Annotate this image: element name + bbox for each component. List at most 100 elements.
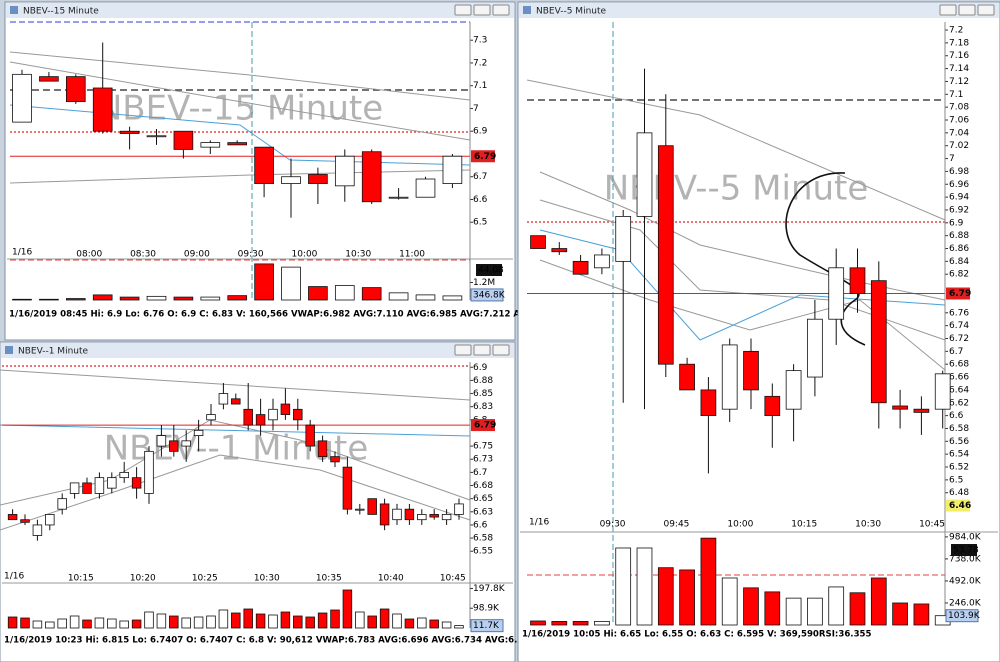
title-bar bbox=[1, 343, 514, 358]
volume-bar bbox=[20, 617, 30, 629]
time-label: 10:45 bbox=[440, 574, 466, 584]
close-button[interactable] bbox=[492, 4, 510, 16]
candle-body bbox=[65, 76, 86, 103]
minimize-button[interactable] bbox=[454, 4, 472, 16]
price-tick-label: 6.76 bbox=[949, 308, 969, 318]
status-line: 1/16/2019 10:05 Hi: 6.65 Lo: 6.55 O: 6.6… bbox=[522, 630, 872, 640]
window-icon bbox=[523, 6, 531, 14]
candle-body bbox=[764, 395, 781, 417]
price-tick-label: 7.1 bbox=[949, 90, 963, 100]
volume-bar bbox=[144, 611, 154, 629]
price-tick-label: 6.74 bbox=[949, 321, 969, 331]
price-tick-label: 6.6 bbox=[473, 520, 488, 530]
price-tick-label: 7.06 bbox=[949, 116, 969, 126]
time-label: 10:35 bbox=[316, 574, 342, 584]
title-bar bbox=[6, 3, 514, 18]
volume-bar bbox=[45, 621, 55, 629]
volume-bar bbox=[442, 295, 463, 301]
candle-body bbox=[227, 142, 248, 146]
volume-bar bbox=[255, 613, 266, 629]
volume-bar bbox=[317, 612, 328, 629]
time-label: 10:15 bbox=[68, 574, 94, 584]
window-title: NBEV--5 Minute bbox=[536, 7, 607, 17]
candle-body bbox=[200, 142, 221, 148]
price-tag-label: 6.79 bbox=[949, 289, 971, 299]
candle-body bbox=[119, 471, 129, 479]
volume-bar bbox=[39, 298, 59, 301]
volume-bar bbox=[227, 295, 248, 301]
indicator-tag-label: 44.08 bbox=[478, 266, 504, 276]
minimize-button[interactable] bbox=[939, 4, 957, 16]
price-tag-label: 6.79 bbox=[474, 152, 496, 162]
indicator-tag bbox=[476, 264, 502, 276]
price-tag-label: 6.46 bbox=[949, 501, 971, 511]
candle-body bbox=[721, 344, 738, 410]
watermark: NBEV--15 Minute bbox=[97, 89, 383, 129]
price-tick-label: 6.56 bbox=[949, 437, 969, 447]
price-tick-label: 6.7 bbox=[949, 347, 963, 357]
volume-bar bbox=[657, 567, 674, 626]
moving-average bbox=[0, 424, 471, 437]
volume-bar bbox=[679, 569, 695, 626]
candle-body bbox=[392, 508, 402, 521]
volume-tick-label: 1.2M bbox=[473, 278, 495, 288]
candle-body bbox=[144, 450, 154, 494]
volume-bar bbox=[243, 608, 253, 629]
time-label: 09:00 bbox=[184, 250, 210, 260]
volume-bar bbox=[342, 589, 353, 629]
moving-average bbox=[526, 79, 946, 221]
candle-body bbox=[379, 503, 390, 526]
price-tick-label: 6.5 bbox=[949, 475, 963, 485]
candle-body bbox=[441, 514, 452, 521]
price-tick-label: 7.2 bbox=[949, 26, 963, 36]
price-tick-label: 6.6 bbox=[473, 195, 488, 205]
moving-average bbox=[9, 51, 471, 101]
candle-body bbox=[442, 155, 463, 184]
volume-bar bbox=[200, 296, 221, 301]
price-tick-label: 6.64 bbox=[949, 385, 969, 395]
candle-body bbox=[429, 514, 439, 518]
price-tick-label: 7.16 bbox=[949, 51, 969, 61]
candle-body bbox=[700, 389, 717, 417]
volume-bar bbox=[32, 620, 43, 629]
maximize-button[interactable] bbox=[958, 4, 976, 16]
price-tick-label: 7 bbox=[473, 104, 479, 114]
candle-body bbox=[173, 130, 194, 150]
volume-bar bbox=[828, 586, 845, 626]
title-bar bbox=[519, 3, 999, 18]
price-tick-label: 6.82 bbox=[949, 270, 969, 280]
time-label: 10:40 bbox=[378, 574, 404, 584]
close-button[interactable] bbox=[977, 4, 995, 16]
volume-bar bbox=[441, 621, 452, 629]
candle-body bbox=[743, 350, 759, 391]
minimize-button[interactable] bbox=[454, 344, 472, 356]
volume-bar bbox=[82, 619, 92, 629]
window-frame bbox=[517, 1, 1000, 662]
date-label: 1/16 bbox=[4, 572, 24, 582]
candle-body bbox=[892, 405, 908, 410]
price-tag bbox=[946, 287, 970, 300]
candle-body bbox=[193, 429, 204, 436]
price-tick-label: 6.9 bbox=[949, 218, 964, 228]
time-label: 10:15 bbox=[791, 520, 817, 530]
status-line: 1/16/2019 08:45 Hi: 6.9 Lo: 6.76 O: 6.9 … bbox=[9, 310, 564, 320]
candle-body bbox=[156, 435, 167, 447]
candle-body bbox=[305, 424, 315, 447]
volume-bar bbox=[388, 292, 409, 301]
candle-body bbox=[785, 370, 802, 410]
maximize-button[interactable] bbox=[473, 344, 491, 356]
price-tick-label: 6.92 bbox=[949, 205, 969, 215]
price-tick-label: 6.88 bbox=[473, 376, 493, 386]
price-tick-label: 7.02 bbox=[949, 141, 969, 151]
price-tick-label: 6.96 bbox=[949, 180, 969, 190]
price-tick-label: 6.9 bbox=[473, 127, 488, 137]
price-tick-label: 7.04 bbox=[949, 128, 969, 138]
price-tick-label: 6.72 bbox=[949, 334, 969, 344]
maximize-button[interactable] bbox=[473, 4, 491, 16]
price-tick-label: 6.98 bbox=[949, 167, 969, 177]
volume-bar bbox=[594, 621, 610, 626]
close-button[interactable] bbox=[492, 344, 510, 356]
time-label: 10:30 bbox=[855, 520, 881, 530]
